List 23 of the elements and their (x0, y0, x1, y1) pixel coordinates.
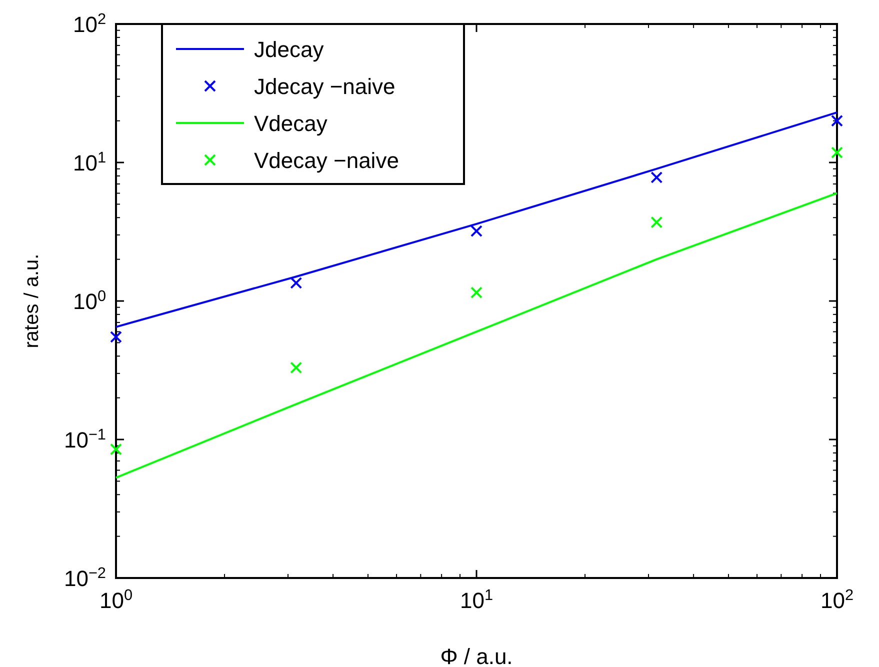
point (650, 216, 663, 228)
x-tick-label: 10$^{1}$ (460, 586, 494, 613)
legend-label: Jdecay −naive (254, 74, 396, 99)
point (831, 146, 843, 159)
legend-label: Vdecay −naive (254, 148, 399, 173)
line-series (115, 192, 838, 479)
y-tick-label: 10$^{0}$ (72, 288, 106, 314)
point (831, 114, 843, 127)
x-axis-title: Φ / a.u. (440, 644, 513, 667)
point (470, 225, 482, 238)
y-tick-label: 10$^{1}$ (72, 149, 106, 176)
y-tick-label: 10$^{2}$ (72, 10, 106, 37)
point (110, 443, 122, 456)
point (110, 330, 122, 343)
legend-label: Vdecay (254, 111, 328, 136)
y-axis-title: rates / a.u. (21, 254, 43, 348)
x-tick-label: 10$^{2}$ (820, 586, 854, 613)
y-tick-label: 10$^{−1}$ (64, 426, 106, 452)
point (290, 362, 302, 374)
point (650, 171, 663, 184)
legend-label: Jdecay (254, 37, 324, 62)
point (290, 276, 302, 289)
point (470, 286, 482, 299)
